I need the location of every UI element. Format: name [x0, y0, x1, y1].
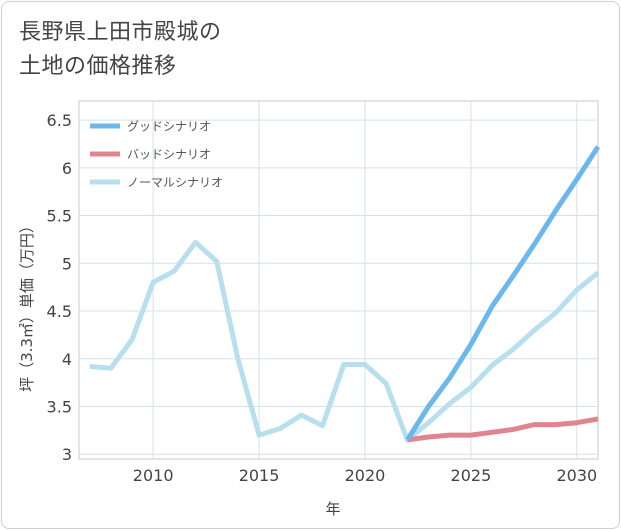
- legend-label-0: グッドシナリオ: [127, 120, 211, 134]
- x-tick-label: 2020: [345, 466, 386, 485]
- y-tick-label: 6.5: [47, 111, 72, 130]
- series-line-0: [405, 145, 601, 442]
- x-tick-label: 2025: [451, 466, 492, 485]
- y-tick-label: 5: [62, 254, 72, 273]
- x-tick-label: 2015: [239, 466, 280, 485]
- legend-label-2: ノーマルシナリオ: [127, 176, 223, 190]
- chart-title-line-1: 長野県上田市殿城の: [19, 20, 222, 45]
- x-tick-label: 2030: [556, 466, 597, 485]
- y-tick-labels: 3 3.5 4 4.5 5 5.5 6 6.5: [47, 111, 72, 464]
- y-axis-label: 坪（3.3㎡）単価（万円）: [18, 218, 36, 392]
- chart-title-line-2: 土地の価格推移: [19, 54, 177, 79]
- y-tick-label: 4.5: [47, 302, 72, 321]
- chart-title: 長野県上田市殿城の 土地の価格推移: [19, 16, 222, 84]
- y-tick-label: 3: [62, 445, 72, 464]
- series-line-1: [406, 416, 599, 443]
- grid-lines: [79, 101, 598, 459]
- y-tick-label: 5.5: [47, 207, 72, 226]
- series-line-2: [89, 239, 600, 443]
- y-tick-label: 6: [62, 159, 72, 178]
- x-tick-labels: 2010 2015 2020 2025 2030: [133, 466, 597, 485]
- series-lines: [89, 145, 601, 443]
- legend-label-1: バッドシナリオ: [127, 148, 211, 162]
- y-tick-label: 4: [62, 350, 72, 369]
- x-tick-label: 2010: [133, 466, 174, 485]
- x-axis-label: 年: [325, 500, 340, 518]
- y-tick-label: 3.5: [47, 397, 72, 416]
